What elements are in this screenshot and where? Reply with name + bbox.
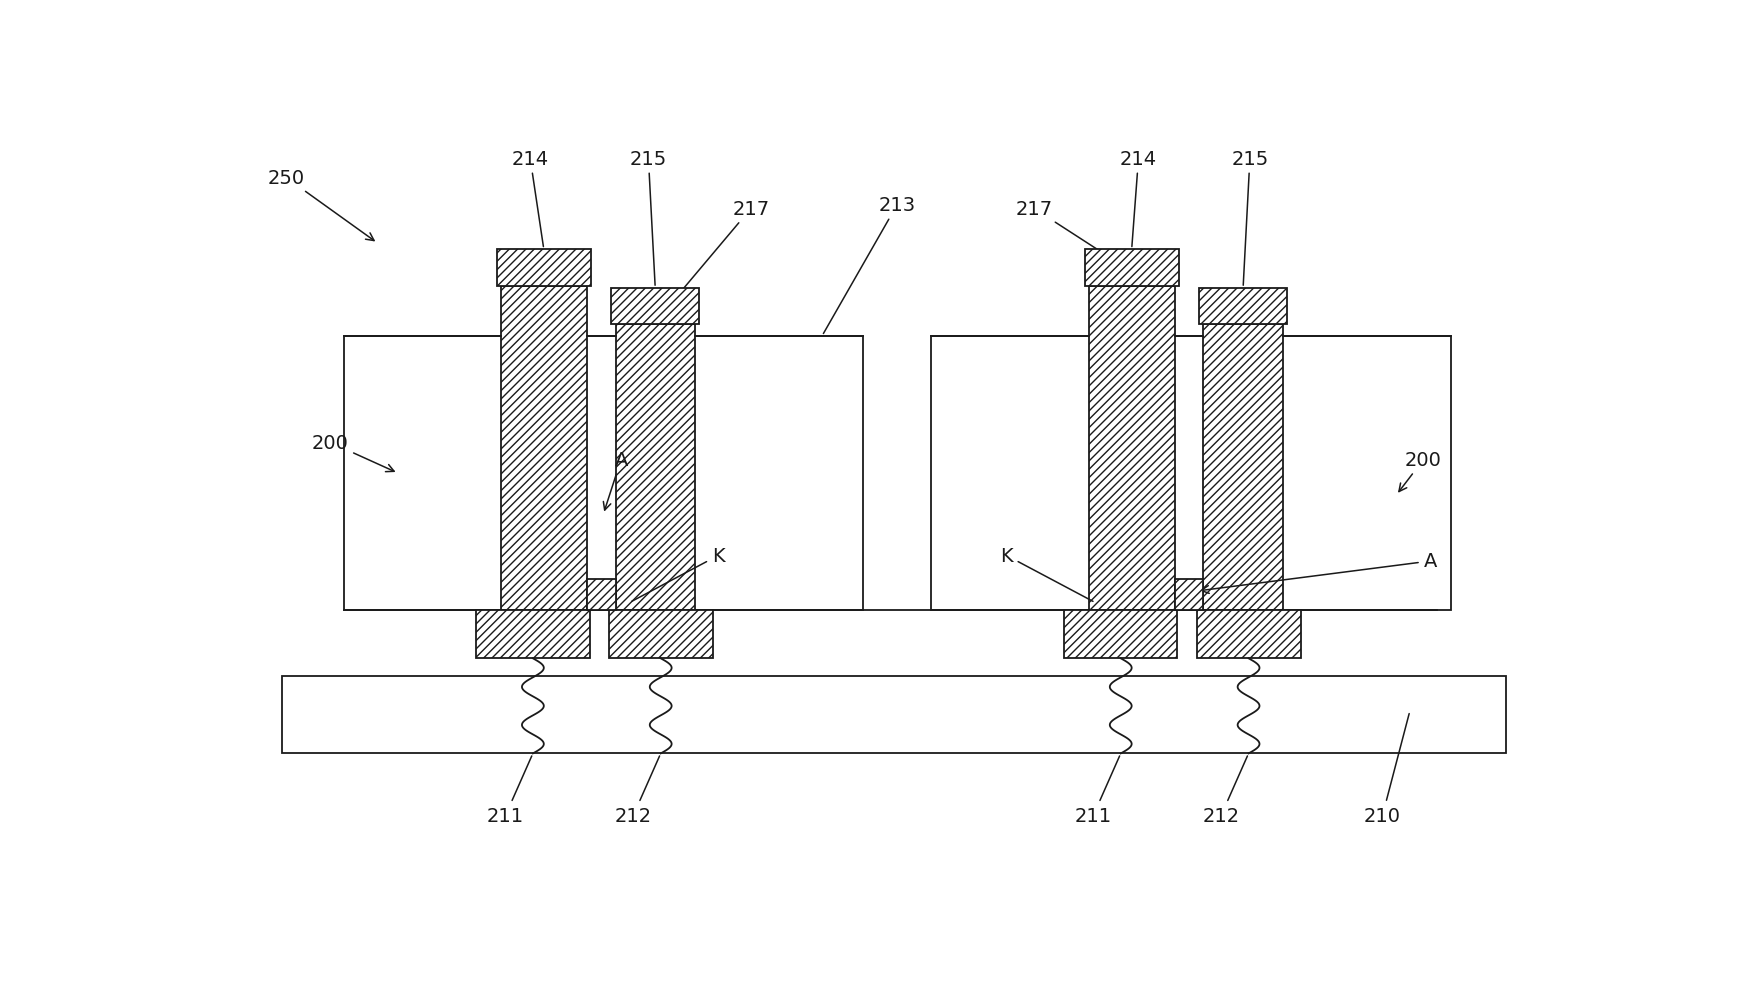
Bar (1196, 611, 1300, 659)
Bar (1203, 325, 1282, 611)
Bar (476, 611, 589, 659)
Text: 215: 215 (630, 149, 667, 286)
Bar (609, 611, 713, 659)
Bar (1200, 289, 1288, 325)
Text: 211: 211 (1074, 756, 1120, 824)
Text: 200: 200 (1399, 450, 1441, 492)
Bar (612, 289, 699, 325)
Bar (344, 337, 863, 611)
Text: 213: 213 (824, 196, 916, 334)
Bar (1175, 580, 1203, 611)
Text: 217: 217 (670, 200, 769, 304)
Text: 211: 211 (487, 756, 531, 824)
Bar (282, 676, 1506, 753)
Bar (931, 337, 1452, 611)
Bar (1085, 250, 1178, 287)
Text: A: A (603, 450, 628, 511)
Bar (501, 287, 587, 611)
Bar (587, 580, 616, 611)
Text: K: K (1000, 547, 1094, 602)
Text: A: A (1201, 552, 1438, 594)
Text: 215: 215 (1231, 149, 1268, 286)
Bar (1088, 287, 1175, 611)
Text: 217: 217 (1016, 200, 1122, 267)
Bar (1064, 611, 1178, 659)
Text: 212: 212 (616, 756, 660, 824)
Text: K: K (632, 547, 725, 602)
Text: 200: 200 (312, 433, 393, 472)
Text: 250: 250 (268, 169, 374, 242)
Text: 210: 210 (1364, 714, 1409, 824)
Text: 214: 214 (512, 149, 549, 248)
Bar (497, 250, 591, 287)
Text: 212: 212 (1203, 756, 1247, 824)
Text: 214: 214 (1120, 149, 1157, 248)
Bar (616, 325, 695, 611)
